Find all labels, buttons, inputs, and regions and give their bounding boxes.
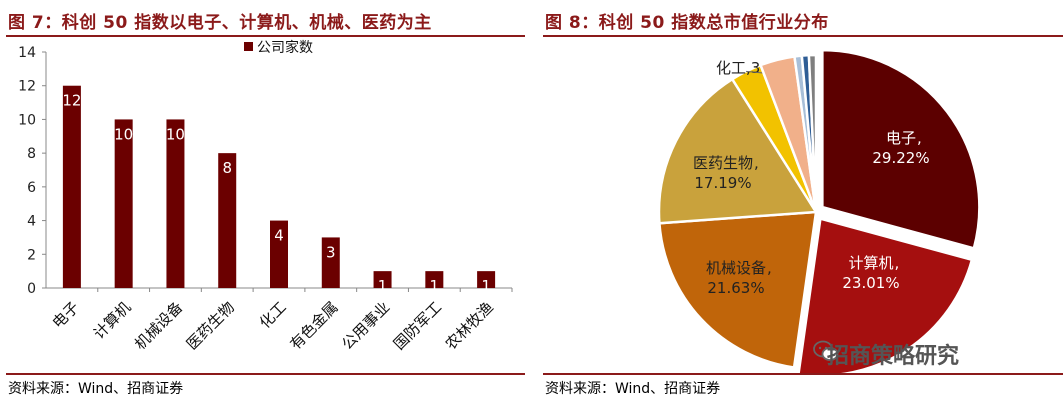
bar	[218, 153, 237, 288]
figure-8-source: 资料来源：Wind、招商证券	[545, 381, 721, 397]
slice-category-label: 化工	[716, 59, 746, 77]
slice-label-separator: ,	[895, 254, 900, 272]
y-tick-label: 0	[27, 281, 36, 297]
legend-label: 公司家数	[257, 39, 313, 56]
slice-value-label: 21.63%	[707, 279, 764, 297]
bar	[166, 119, 185, 288]
figure-7-title: 图 7：科创 50 指数以电子、计算机、机械、医药为主	[8, 13, 432, 33]
figure-7-panel: 图 7：科创 50 指数以电子、计算机、机械、医药为主 0 2 4 6 8 10 12 14 1…	[0, 0, 525, 406]
x-category-label: 机械设备	[131, 298, 186, 353]
bar	[321, 237, 340, 288]
y-tick-label: 14	[18, 45, 36, 61]
bar	[477, 271, 496, 288]
bar-value-label: 1	[430, 277, 440, 295]
y-tick-label: 4	[27, 214, 36, 230]
bar-value-label: 3	[326, 243, 336, 261]
pie-slice	[658, 210, 818, 369]
figure-8-panel: 图 8：科创 50 指数总市值行业分布 电子, 29.22% 计算机, 23.01% 机…	[537, 0, 1063, 406]
bar-value-label: 4	[274, 227, 284, 245]
bar-chart: 0 2 4 6 8 10 12 14 12 电子 10 计算机 10 机械设备 8 医药生物 4 化工 3 有色金属 1…	[18, 39, 513, 353]
slice-category-label: 电子	[886, 129, 916, 147]
bar-value-label: 12	[62, 92, 81, 110]
bar	[114, 119, 133, 288]
bar-value-label: 10	[114, 125, 133, 143]
bar	[270, 220, 288, 288]
figure-8-bottom-rule	[543, 373, 1063, 375]
figure-7-top-rule	[6, 35, 525, 37]
y-tick-label: 10	[18, 112, 36, 128]
wechat-icon	[813, 340, 839, 361]
bar-value-label: 10	[166, 125, 185, 143]
bar-value-label: 8	[222, 159, 232, 177]
x-category-label: 计算机	[90, 298, 135, 343]
y-tick-label: 12	[18, 79, 36, 95]
slice-category-label: 计算机	[848, 254, 893, 272]
pie-chart: 电子 ,29.22%计算机 ,23.01%机械设备 ,21.63%医药生物 ,17.19…	[657, 48, 981, 377]
legend-swatch	[244, 42, 253, 51]
bar-value-label: 1	[378, 277, 388, 295]
slice-value-label: 23.01%	[842, 274, 899, 292]
y-tick-label: 8	[27, 146, 36, 162]
pie-slice	[797, 217, 974, 377]
y-tick-label: 2	[27, 247, 36, 263]
figure-7-source: 资料来源：Wind、招商证券	[8, 381, 184, 397]
bar-value-label: 1	[481, 277, 491, 295]
bar	[425, 271, 444, 288]
pie-slice	[807, 53, 818, 213]
pie-slice	[657, 77, 819, 225]
x-category-label: 电子	[49, 298, 83, 332]
figure-8-top-rule	[543, 35, 1063, 37]
slice-label-separator: ,	[767, 259, 772, 277]
pie-slice	[821, 48, 981, 250]
figure-8-title: 图 8：科创 50 指数总市值行业分布	[545, 13, 829, 33]
x-category-label: 医药生物	[183, 298, 238, 353]
slice-category-label: 机械设备	[706, 259, 766, 277]
slice-category-label: 医药生物	[693, 154, 753, 172]
y-tick-label: 6	[27, 180, 36, 196]
watermark-text: 招商策略研究	[827, 344, 960, 369]
slice-value-label: 17.19%	[694, 174, 751, 192]
slice-label-separator: ,	[754, 154, 759, 172]
x-category-label: 农林牧渔	[442, 298, 497, 353]
bar	[62, 85, 81, 288]
slice-label-separator: ,	[917, 129, 922, 147]
figure-7-bottom-rule	[6, 373, 525, 375]
x-category-label: 化工	[256, 298, 290, 332]
x-category-label: 国防军工	[390, 298, 445, 353]
x-category-label: 有色金属	[286, 298, 341, 353]
slice-value-label: 29.22%	[872, 149, 929, 167]
slice-label-separator: ,	[746, 59, 751, 77]
x-category-label: 公用事业	[338, 298, 393, 353]
bar	[373, 271, 392, 288]
